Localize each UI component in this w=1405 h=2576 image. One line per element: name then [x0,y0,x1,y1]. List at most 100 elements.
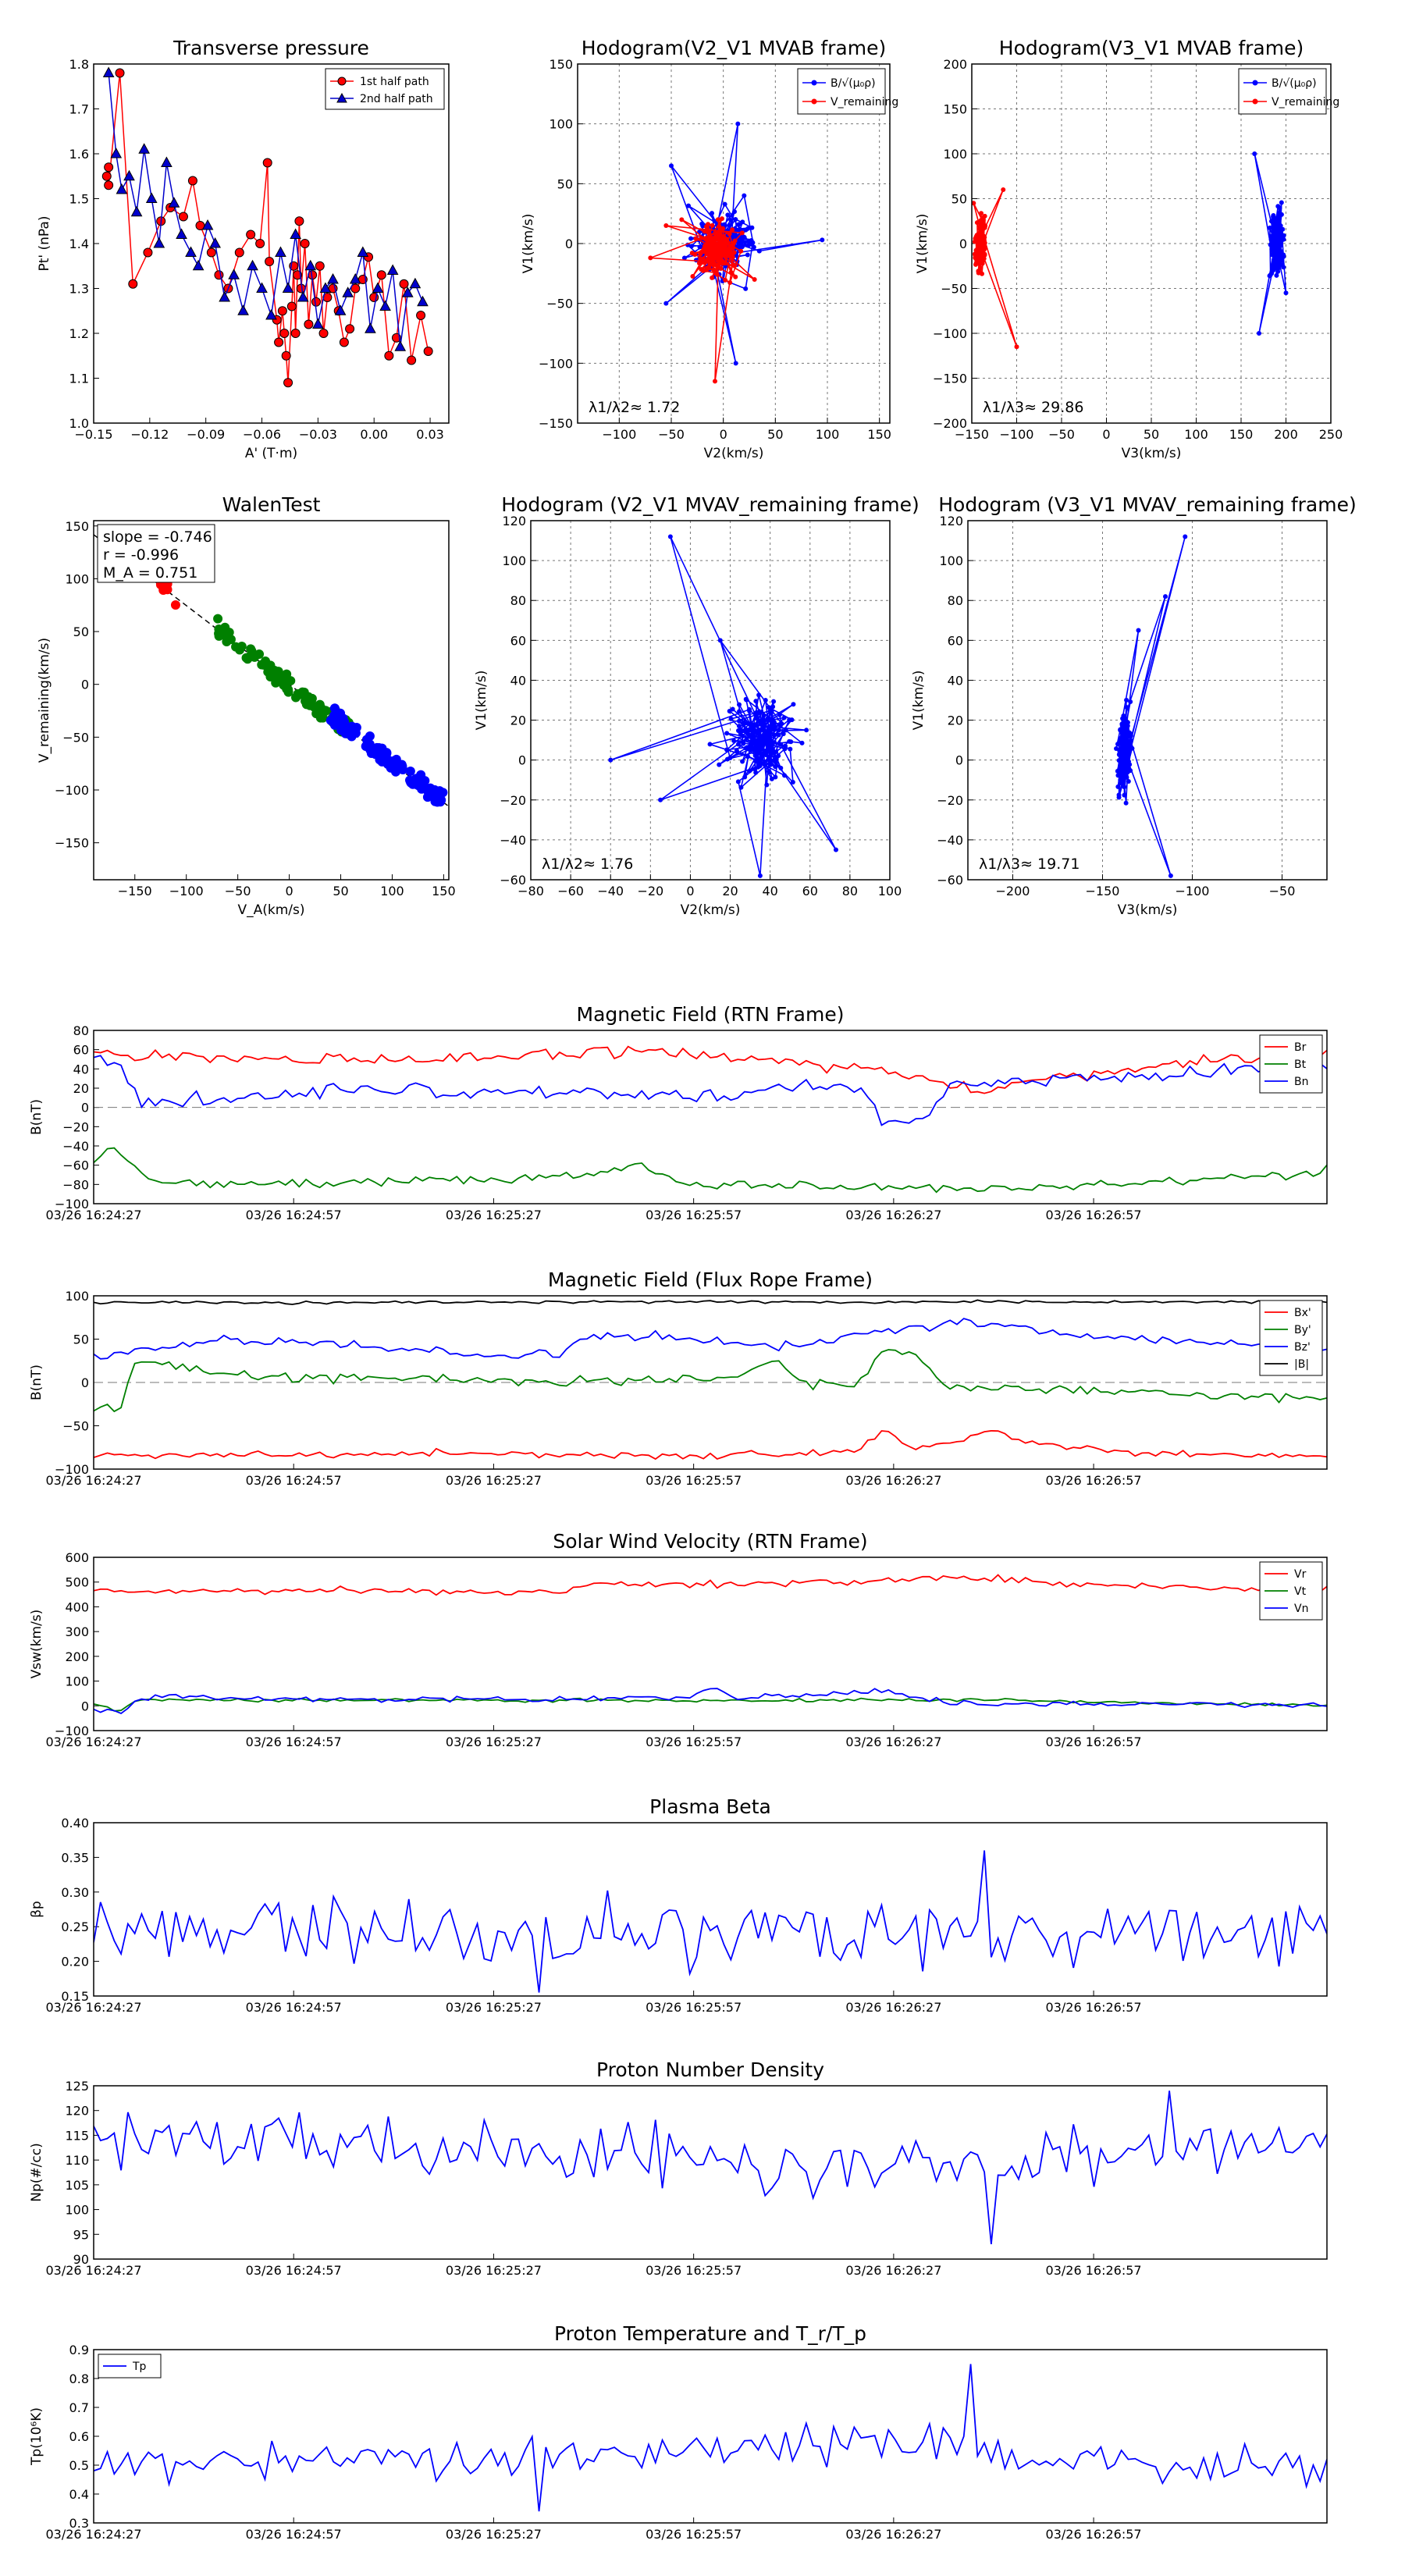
data-point [750,722,756,728]
data-point [713,379,717,384]
data-point [398,765,408,775]
x-axis-label: V3(km/s) [1118,902,1178,918]
data-point [736,718,742,724]
data-point [713,254,718,259]
data-point [1283,290,1289,296]
data-point [764,737,770,742]
plot-area [94,2090,1327,2245]
data-point [728,218,734,223]
x-tick-label: −0.12 [130,427,169,442]
data-point [170,600,180,610]
x-tick-label: 03/26 16:26:57 [1046,1735,1142,1749]
y-tick-label: 1.4 [69,237,89,251]
data-point [755,729,760,735]
y-tick-label: 150 [549,57,573,72]
data-point [1014,344,1019,350]
x-tick-label: 0 [686,884,694,898]
plot-area [1114,534,1188,878]
y-tick-label: 1.8 [69,57,89,72]
chart-title: Proton Number Density [596,2058,824,2081]
legend [1259,1300,1323,1376]
data-point [1124,705,1129,710]
data-point [1270,237,1275,242]
data-point [761,713,767,718]
data-point [745,243,751,248]
x-tick-label: 0.00 [360,427,388,442]
data-point [681,255,687,261]
x-tick-label: 03/26 16:24:27 [45,1473,141,1488]
data-point [773,774,778,780]
data-point [771,699,777,704]
plot-area [608,534,838,878]
y-tick-label: −40 [937,833,963,848]
data-point [214,628,224,639]
data-point [319,282,332,293]
chart-h4: Hodogram (V3_V1 MVAV_remaining frame) −20… [911,493,1357,918]
data-point [976,240,981,246]
data-point [222,632,232,642]
x-tick-label: 50 [333,884,348,898]
plot-frame [93,2085,1328,2260]
fit-stat: M_A = 0.751 [103,564,197,582]
data-point [718,242,724,247]
data-point [271,678,281,688]
y-axis-label: V1(km/s) [474,671,489,731]
data-point [769,776,774,781]
data-point [1126,755,1131,760]
data-point [980,215,986,220]
data-point [294,216,304,226]
data-point [702,248,708,254]
data-point [690,274,695,279]
x-tick-label: 03/26 16:24:27 [45,1735,141,1749]
data-point [974,220,980,226]
legend-label: Br [1294,1041,1307,1054]
y-tick-label: 200 [65,1649,89,1664]
data-point [1126,767,1131,772]
y-tick-label: 1.6 [69,147,89,162]
y-tick-label: 80 [948,593,963,608]
data-point [377,743,387,753]
fit-stats-box [97,524,215,583]
data-point [688,236,694,241]
data-point [1274,258,1279,263]
series-line-1 [94,1349,1327,1413]
y-tick-label: −40 [500,833,526,848]
y-tick-label: −60 [937,873,963,888]
plot-area [94,1045,1327,1194]
legend-label: Bt [1294,1059,1307,1071]
chart-title: Proton Temperature and T_r/T_p [554,2322,866,2345]
eigenvalue-ratio: λ1/λ2≈ 1.72 [589,399,680,416]
x-tick-label: 250 [1319,427,1343,442]
y-tick-label: 50 [951,192,967,207]
data-point [263,667,273,677]
x-tick-label: 03/26 16:25:27 [446,1473,542,1488]
data-point [804,728,809,733]
legend-marker [1252,80,1258,86]
data-point [1127,731,1133,736]
legend [98,2354,162,2379]
data-point [751,733,756,738]
data-point [977,226,983,232]
legend-marker [811,80,817,86]
series-line-0 [94,1574,1327,1596]
x-tick-label: 03/26 16:24:57 [246,1473,342,1488]
data-point [723,277,728,283]
data-point [754,743,759,749]
x-tick-label: 03/26 16:24:57 [246,1735,342,1749]
y-tick-label: −150 [933,372,967,386]
data-point [1252,151,1257,156]
data-point [280,676,290,686]
y-tick-label: 60 [510,633,526,648]
data-point [767,769,772,774]
y-tick-label: 120 [939,514,963,528]
data-point [261,656,271,667]
x-tick-label: 03/26 16:25:57 [646,1208,742,1222]
data-point [1122,736,1127,742]
data-point [699,235,704,240]
data-point [743,286,749,291]
data-point [702,236,708,241]
x-axis-label: V3(km/s) [1122,446,1182,461]
data-point [104,162,114,173]
data-point [973,252,978,258]
